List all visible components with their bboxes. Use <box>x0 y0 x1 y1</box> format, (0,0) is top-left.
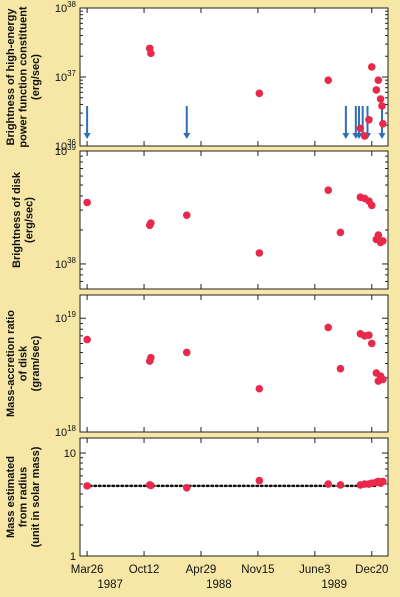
data-point <box>379 375 387 384</box>
x-tick-label: Mar26 <box>71 564 104 576</box>
data-point <box>255 384 264 393</box>
y-axis-label: from radius <box>17 467 29 528</box>
x-year-label: 1987 <box>97 579 123 591</box>
y-tick-label: 1 <box>70 551 76 563</box>
data-point <box>360 132 369 140</box>
upper-limit-arrowhead <box>342 133 350 139</box>
upper-limit-arrowhead <box>378 133 386 139</box>
chart-panel-1: 1036 1037 1038 Brightness of high-energy pow… <box>5 0 389 153</box>
data-point <box>147 49 155 58</box>
plot-area <box>79 437 389 557</box>
data-point <box>378 102 386 110</box>
data-point <box>324 323 333 332</box>
x-tick-label: June3 <box>299 564 330 576</box>
y-tick-label: 1036 <box>55 138 77 153</box>
y-axis-label: Brightness of disk <box>11 171 23 268</box>
y-axis-label: (unit in solar mass) <box>30 446 42 547</box>
upper-limit-arrowhead <box>83 133 91 139</box>
y-axis-label: (erg/sec) <box>30 54 42 100</box>
y-axis-label: Brightness of high-energy <box>5 8 17 146</box>
y-axis-label: (gram/sec) <box>30 335 42 391</box>
y-axis-label: (erg/sec) <box>24 197 36 243</box>
data-point <box>367 339 376 348</box>
data-point <box>147 353 155 362</box>
x-year-label: 1989 <box>321 579 347 591</box>
x-tick-label: Apr29 <box>186 564 217 576</box>
data-point <box>365 331 373 339</box>
y-axis-label: Mass estimated <box>5 456 17 538</box>
chart-panel-3: 1018 1019 Mass-accretion ratio of disk (gram… <box>5 294 389 439</box>
x-year-label: 1988 <box>206 579 232 591</box>
data-point <box>324 76 333 84</box>
y-tick-label: 1037 <box>55 69 77 84</box>
data-point <box>255 476 264 485</box>
plot-area <box>79 294 389 433</box>
data-point <box>182 348 191 357</box>
plot-area <box>79 150 389 290</box>
data-point <box>374 76 383 84</box>
y-tick-label: 10 <box>64 448 76 460</box>
upper-limit-arrowhead <box>183 133 191 139</box>
data-point <box>83 482 91 490</box>
data-point <box>147 219 155 227</box>
data-point <box>83 335 91 344</box>
data-point <box>324 186 333 194</box>
data-point <box>376 95 385 103</box>
data-point <box>324 480 333 488</box>
chart-panel-2: 1038 1039 Brightness of disk (erg/sec) <box>11 143 389 290</box>
y-tick-label: 1038 <box>55 0 77 15</box>
y-axis-label: of disk <box>17 345 29 381</box>
y-tick-label: 1018 <box>55 424 77 439</box>
data-point <box>255 249 264 257</box>
y-tick-label: 1038 <box>55 256 77 271</box>
data-point <box>365 115 373 124</box>
data-point <box>182 483 191 492</box>
data-point <box>255 89 264 98</box>
data-point <box>356 124 365 133</box>
data-point <box>336 481 345 489</box>
data-point <box>374 231 383 239</box>
y-tick-label: 1019 <box>55 310 77 325</box>
y-axis-label: power function constituent <box>17 6 29 147</box>
data-point <box>367 201 376 210</box>
x-tick-label: Dec20 <box>355 564 388 576</box>
x-tick-label: Oct12 <box>129 564 160 576</box>
y-tick-label: 1039 <box>55 143 77 158</box>
data-point <box>182 211 191 220</box>
data-point <box>367 63 376 71</box>
data-point <box>147 481 155 490</box>
data-point <box>379 119 387 128</box>
data-point <box>372 86 381 94</box>
data-point <box>83 198 91 207</box>
data-point <box>336 364 345 373</box>
data-point <box>379 237 387 245</box>
data-point <box>379 477 387 486</box>
plot-area <box>79 7 389 147</box>
chart-panel-4: 1 10 Mass estimated from radius (unit in sol… <box>5 437 389 563</box>
data-point <box>336 228 345 237</box>
y-axis-label: Mass-accretion ratio <box>5 310 17 417</box>
x-tick-label: Nov15 <box>241 564 274 576</box>
